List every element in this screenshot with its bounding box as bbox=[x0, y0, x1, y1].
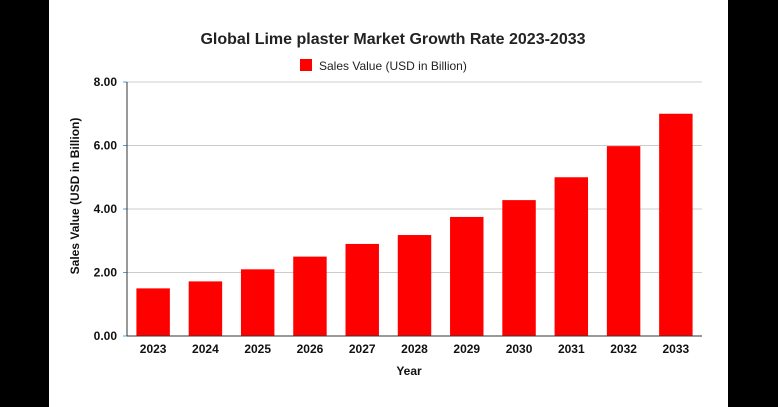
bar-2026 bbox=[293, 256, 327, 336]
bar-2028 bbox=[397, 235, 432, 336]
bar-2029 bbox=[450, 216, 484, 336]
legend-swatch bbox=[300, 59, 312, 71]
bar-2025 bbox=[240, 269, 275, 336]
y-tick-label: 0.00 bbox=[94, 329, 118, 343]
x-tick-label: 2028 bbox=[401, 342, 428, 356]
x-tick-label: 2029 bbox=[453, 342, 480, 356]
x-tick-label: 2033 bbox=[663, 342, 690, 356]
bar-2032 bbox=[606, 146, 641, 336]
x-tick-label: 2027 bbox=[349, 342, 376, 356]
legend-label: Sales Value (USD in Billion) bbox=[319, 59, 467, 73]
bar-2024 bbox=[188, 281, 223, 336]
x-tick-label: 2024 bbox=[192, 342, 219, 356]
x-tick-label: 2031 bbox=[558, 342, 585, 356]
y-tick-label: 2.00 bbox=[94, 266, 118, 280]
y-axis-label: Sales Value (USD in Billion) bbox=[68, 118, 82, 275]
bar-2033 bbox=[659, 113, 693, 336]
bar-chart: Global Lime plaster Market Growth Rate 2… bbox=[68, 31, 702, 378]
chart-card: Global Lime plaster Market Growth Rate 2… bbox=[49, 0, 728, 407]
x-axis-tick-labels: 2023 2024 2025 2026 2027 2028 2029 2030 2031 2032… bbox=[140, 342, 690, 356]
x-tick-label: 2030 bbox=[506, 342, 533, 356]
bar-2023 bbox=[136, 288, 170, 336]
y-axis-tick-labels: 0.00 2.00 4.00 6.00 8.00 bbox=[94, 75, 118, 343]
y-tick-label: 6.00 bbox=[94, 139, 118, 153]
x-axis-label: Year bbox=[396, 364, 422, 378]
y-tick-label: 4.00 bbox=[94, 202, 118, 216]
bar-2030 bbox=[502, 200, 536, 336]
x-tick-label: 2032 bbox=[610, 342, 637, 356]
bar-2027 bbox=[345, 243, 379, 336]
chart-title: Global Lime plaster Market Growth Rate 2… bbox=[200, 31, 585, 48]
y-tick-label: 8.00 bbox=[94, 75, 118, 89]
bars bbox=[136, 113, 693, 336]
x-tick-label: 2025 bbox=[244, 342, 271, 356]
x-tick-label: 2026 bbox=[297, 342, 324, 356]
x-tick-label: 2023 bbox=[140, 342, 167, 356]
bar-2031 bbox=[554, 177, 589, 336]
legend: Sales Value (USD in Billion) bbox=[300, 59, 467, 73]
